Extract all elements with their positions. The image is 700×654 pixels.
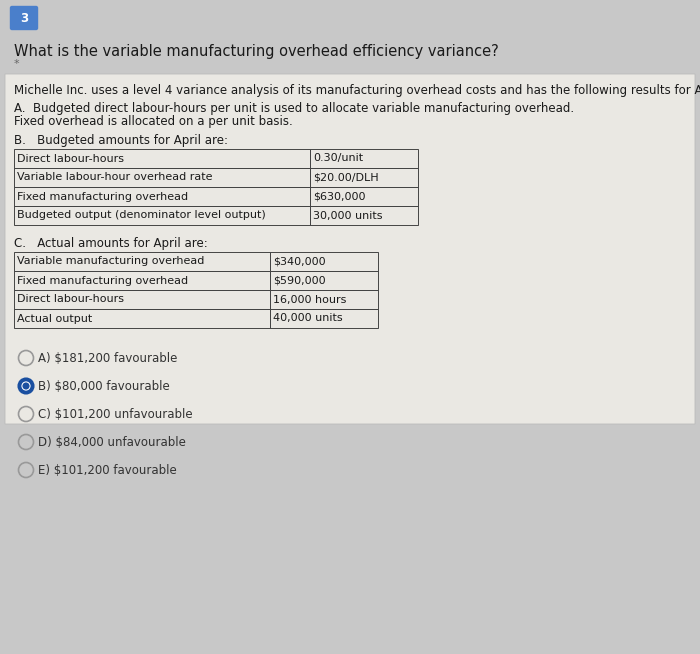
Bar xyxy=(310,149,418,168)
Text: $590,000: $590,000 xyxy=(273,275,326,286)
FancyBboxPatch shape xyxy=(10,7,38,29)
Text: *: * xyxy=(14,59,20,69)
Text: 3: 3 xyxy=(20,12,28,24)
Text: 16,000 hours: 16,000 hours xyxy=(273,294,346,305)
Text: Fixed manufacturing overhead: Fixed manufacturing overhead xyxy=(17,192,188,201)
Bar xyxy=(14,309,270,328)
Text: 0.30/unit: 0.30/unit xyxy=(313,154,363,164)
Text: B.   Budgeted amounts for April are:: B. Budgeted amounts for April are: xyxy=(14,134,228,147)
Bar xyxy=(14,206,310,225)
Text: C) $101,200 unfavourable: C) $101,200 unfavourable xyxy=(38,407,193,421)
Text: $630,000: $630,000 xyxy=(313,192,365,201)
Circle shape xyxy=(23,383,29,389)
Text: Direct labour-hours: Direct labour-hours xyxy=(17,154,124,164)
FancyBboxPatch shape xyxy=(5,74,695,424)
Bar xyxy=(270,290,378,309)
Bar xyxy=(310,187,418,206)
Text: 40,000 units: 40,000 units xyxy=(273,313,342,324)
Text: D) $84,000 unfavourable: D) $84,000 unfavourable xyxy=(38,436,186,449)
Bar xyxy=(14,187,310,206)
Bar xyxy=(310,206,418,225)
Text: A.  Budgeted direct labour-hours per unit is used to allocate variable manufactu: A. Budgeted direct labour-hours per unit… xyxy=(14,102,574,115)
Text: Direct labour-hours: Direct labour-hours xyxy=(17,294,124,305)
Text: B) $80,000 favourable: B) $80,000 favourable xyxy=(38,379,170,392)
Text: $20.00/DLH: $20.00/DLH xyxy=(313,173,379,182)
Bar xyxy=(14,290,270,309)
Text: Fixed manufacturing overhead: Fixed manufacturing overhead xyxy=(17,275,188,286)
Bar xyxy=(310,168,418,187)
Bar xyxy=(270,252,378,271)
Text: 30,000 units: 30,000 units xyxy=(313,211,382,220)
Text: Michelle Inc. uses a level 4 variance analysis of its manufacturing overhead cos: Michelle Inc. uses a level 4 variance an… xyxy=(14,84,700,97)
Text: $340,000: $340,000 xyxy=(273,256,326,266)
Bar xyxy=(14,168,310,187)
Bar xyxy=(270,271,378,290)
Text: Variable manufacturing overhead: Variable manufacturing overhead xyxy=(17,256,204,266)
Bar xyxy=(14,252,270,271)
Bar xyxy=(14,149,310,168)
Text: Budgeted output (denominator level output): Budgeted output (denominator level outpu… xyxy=(17,211,266,220)
Text: Actual output: Actual output xyxy=(17,313,92,324)
Text: Variable labour-hour overhead rate: Variable labour-hour overhead rate xyxy=(17,173,213,182)
Bar xyxy=(270,309,378,328)
Text: E) $101,200 favourable: E) $101,200 favourable xyxy=(38,464,177,477)
Text: Fixed overhead is allocated on a per unit basis.: Fixed overhead is allocated on a per uni… xyxy=(14,115,293,128)
Text: What is the variable manufacturing overhead efficiency variance?: What is the variable manufacturing overh… xyxy=(14,44,498,59)
Bar xyxy=(14,271,270,290)
Text: C.   Actual amounts for April are:: C. Actual amounts for April are: xyxy=(14,237,208,250)
Text: A) $181,200 favourable: A) $181,200 favourable xyxy=(38,351,178,364)
Circle shape xyxy=(18,379,34,394)
Circle shape xyxy=(22,382,30,390)
